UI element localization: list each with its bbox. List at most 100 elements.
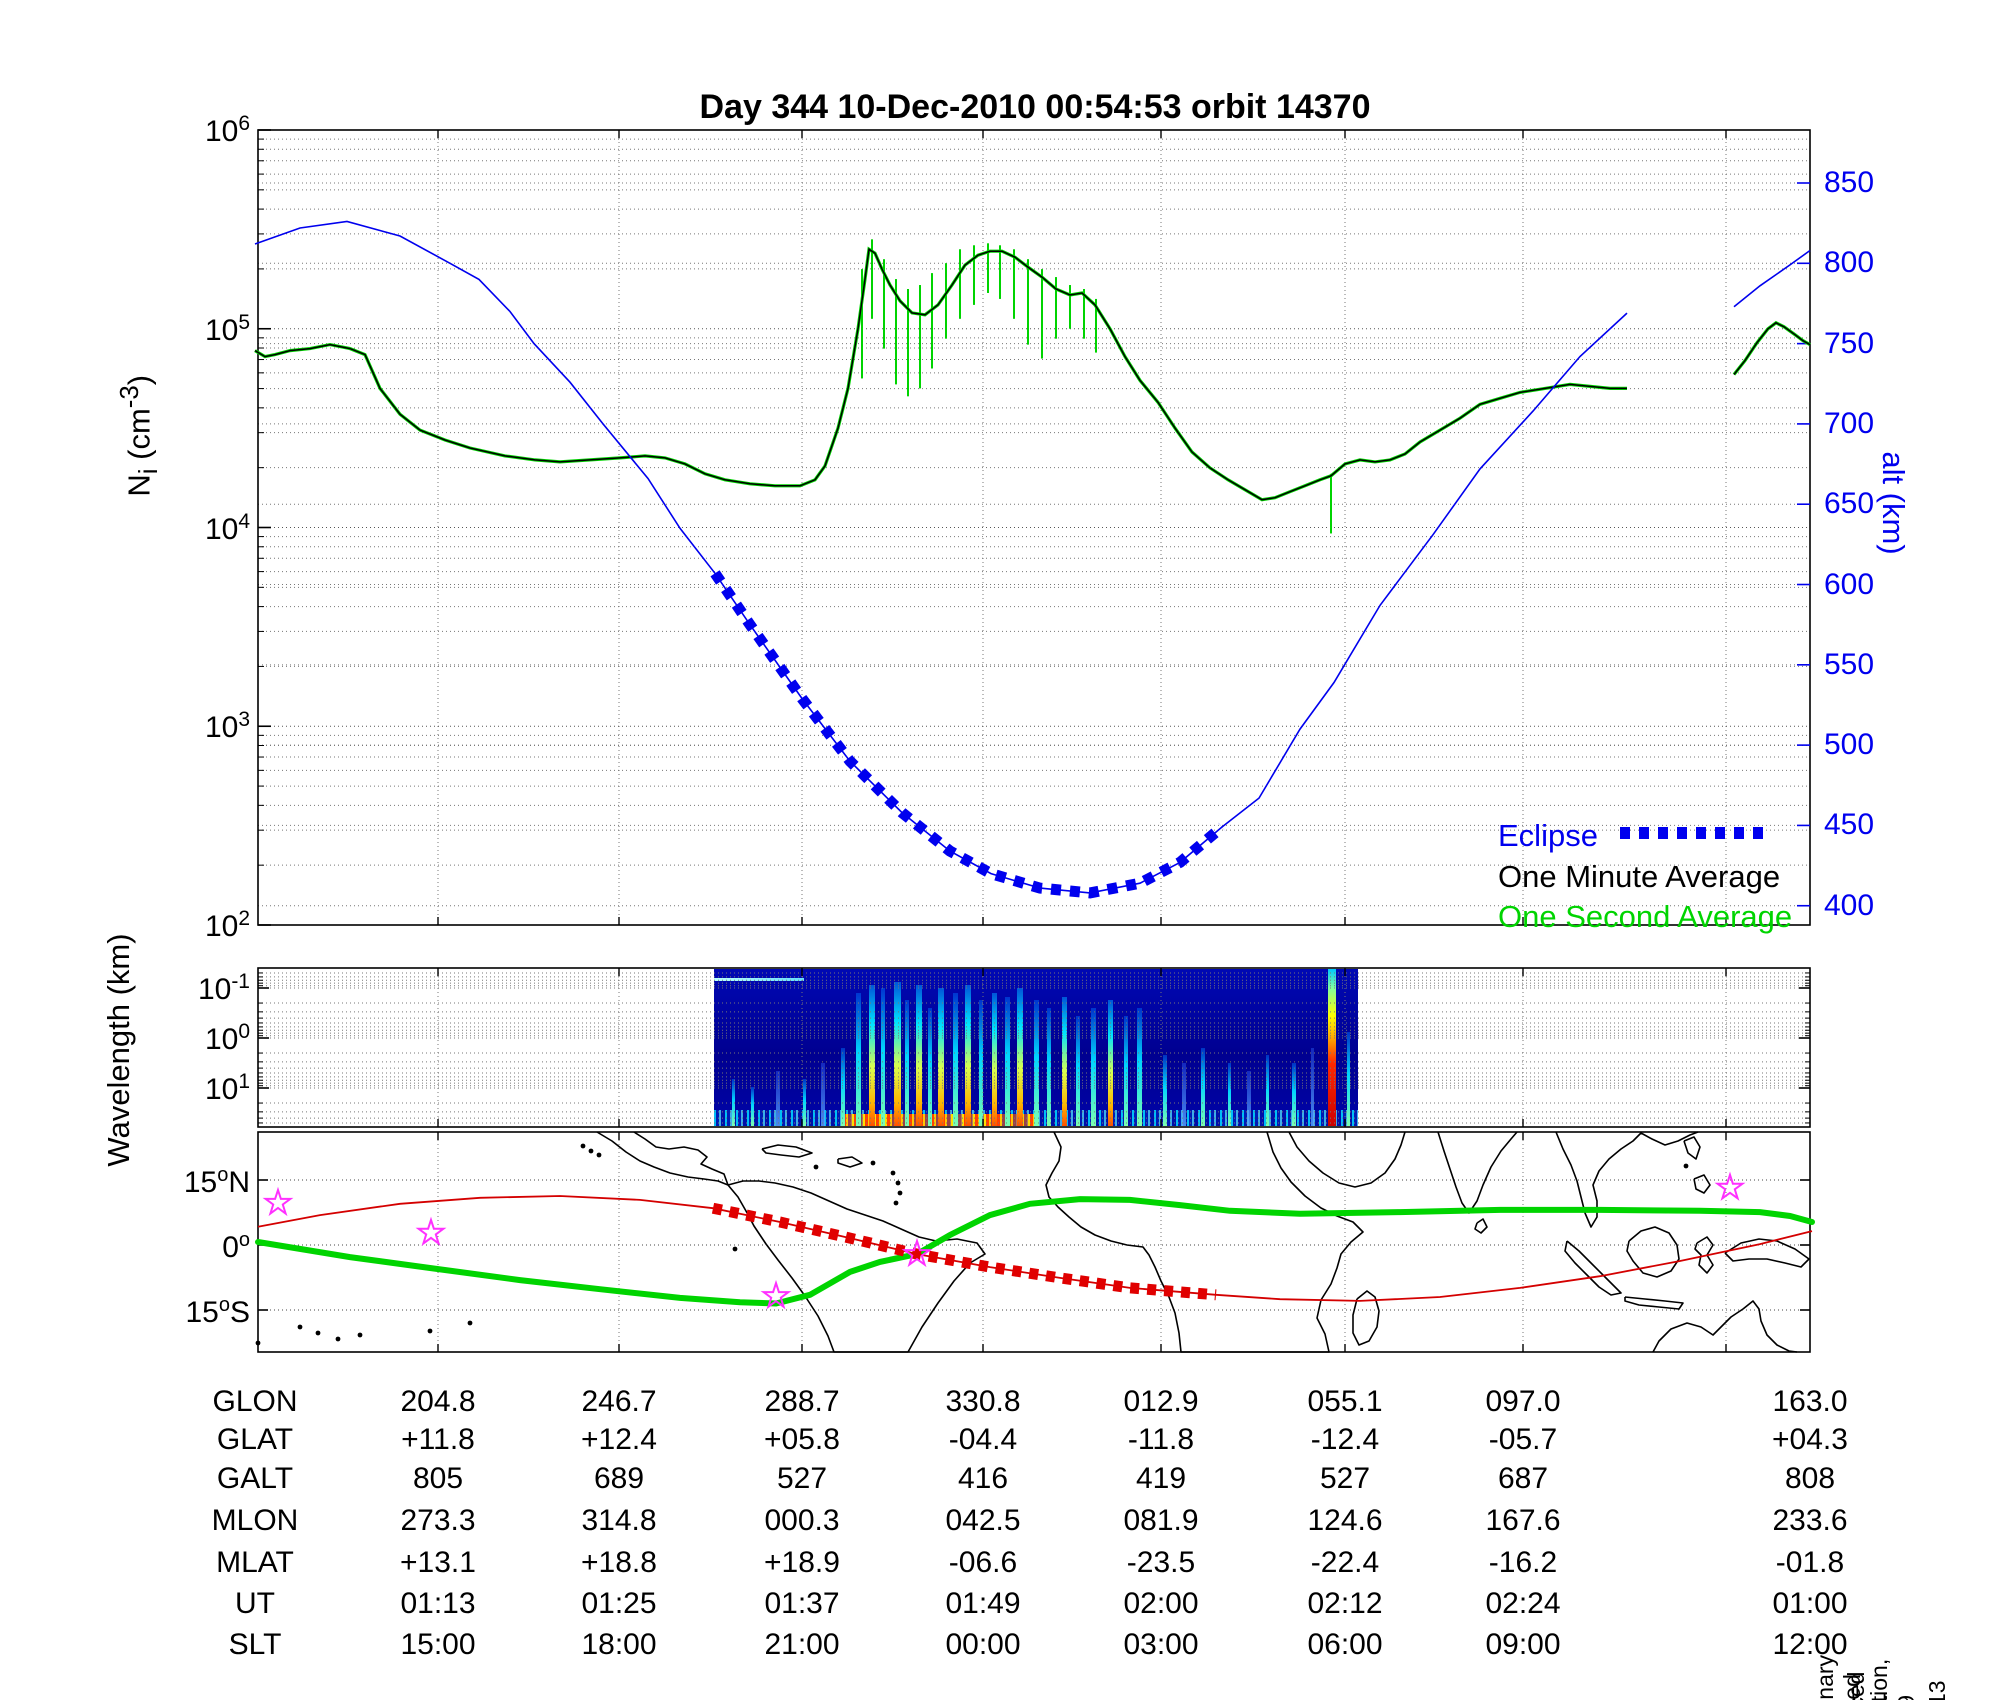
altitude-curve [254, 220, 1628, 894]
table-cell: +11.8 [401, 1423, 475, 1456]
coastline [596, 1131, 729, 1186]
one-minute-average-next-orbit [1733, 321, 1811, 375]
spectrogram-streak [840, 1047, 845, 1126]
island-dot [580, 1143, 586, 1149]
table-cell: -01.8 [1775, 1546, 1845, 1579]
spectrogram-streak [1091, 1008, 1097, 1126]
slt-marker-star [1714, 1171, 1746, 1201]
table-cell: +18.9 [764, 1546, 840, 1579]
slt-marker-star [901, 1237, 933, 1268]
coastline [1352, 1290, 1380, 1346]
table-cell: 012.9 [1123, 1385, 1199, 1418]
coastline [1724, 1238, 1810, 1268]
island-dot [297, 1324, 303, 1330]
table-cell: 527 [776, 1462, 828, 1495]
island-dot [596, 1152, 602, 1158]
table-cell: 805 [412, 1462, 464, 1495]
table-cell: 416 [957, 1462, 1009, 1495]
ni-label-base: N [121, 474, 157, 497]
table-row-label: SLT [228, 1628, 282, 1661]
map-lat-label-15n: 15oN [183, 1164, 250, 1199]
table-cell: -22.4 [1310, 1546, 1380, 1579]
table-cell: +18.8 [581, 1546, 657, 1579]
alt-tick-label: 450 [1824, 808, 1875, 842]
table-cell: 233.6 [1772, 1504, 1848, 1537]
alt-tick-label: 550 [1824, 647, 1875, 681]
table-cell: 419 [1135, 1462, 1187, 1495]
coastline [1555, 1131, 1699, 1228]
table-cell: 09:00 [1485, 1628, 1561, 1661]
table-cell: 18:00 [581, 1628, 657, 1661]
spectrogram-streak [1227, 1063, 1231, 1126]
table-cell: -23.5 [1126, 1546, 1196, 1579]
coastline [761, 1144, 813, 1158]
coastline [1626, 1226, 1680, 1278]
slt-marker-star [262, 1186, 294, 1217]
table-cell: 06:00 [1307, 1628, 1383, 1661]
spectrogram-streak [1182, 1063, 1187, 1126]
spectrogram-streak [1136, 1008, 1142, 1126]
island-dot [357, 1332, 363, 1338]
one-minute-average-curve [254, 247, 1627, 501]
produced-note: Produced 08-Jan-2011 00:40:13 [1843, 1672, 1951, 1700]
table-cell: 527 [1319, 1462, 1371, 1495]
spectrogram-streak [991, 992, 997, 1126]
slt-marker-star [415, 1216, 447, 1246]
coastline [837, 1156, 863, 1168]
island-dot [732, 1246, 738, 1252]
wavelength-tick-label: 100 [204, 1020, 250, 1056]
spectrogram-streak [894, 981, 902, 1126]
coastline [1564, 1240, 1622, 1296]
table-cell: +13.1 [400, 1546, 476, 1579]
spectrogram-streak [1107, 1000, 1113, 1126]
table-cell: 03:00 [1123, 1628, 1199, 1661]
map-lat-label-0: 0o [222, 1229, 250, 1264]
eclipse-dashes [710, 570, 1226, 899]
one-second-average-next-orbit [1732, 320, 1811, 376]
island-dot [315, 1330, 321, 1336]
table-cell: 000.3 [764, 1504, 840, 1537]
spectrogram-streak [731, 1078, 735, 1126]
spectrogram-streak [1075, 1016, 1080, 1126]
coastline [1045, 1131, 1364, 1353]
ni-axis-label: Ni (cm-3) [116, 356, 164, 516]
table-cell: 097.0 [1485, 1385, 1561, 1418]
ni-label-sub: i [134, 468, 163, 475]
island-dot [335, 1336, 341, 1342]
satellite-groundtrack [257, 1195, 1813, 1302]
table-cell: +05.8 [764, 1423, 840, 1456]
spectrogram-streak [1004, 997, 1010, 1126]
legend-one-second-average: One Second Average [1498, 899, 1793, 934]
table-cell: 124.6 [1307, 1504, 1383, 1537]
spectrogram-top-streak [714, 978, 805, 982]
table-cell: 808 [1784, 1462, 1836, 1495]
table-row-label: MLON [211, 1504, 299, 1537]
spectrogram-streak [1201, 1047, 1206, 1126]
table-cell: -16.2 [1488, 1546, 1558, 1579]
ni-label-sup: -3 [116, 385, 145, 409]
ni-tick-label: 106 [204, 112, 250, 148]
spectrogram-streak [915, 984, 922, 1126]
island-dot [588, 1148, 594, 1154]
spectrogram-streak [1062, 997, 1068, 1126]
groundtrack-eclipse-dashes [711, 1202, 1217, 1301]
table-row-label: MLAT [216, 1546, 294, 1579]
spectrogram-streak [802, 1078, 806, 1126]
table-cell: 273.3 [400, 1504, 476, 1537]
altitude-curve-next-orbit [1733, 249, 1811, 308]
spectrogram-streak [751, 1086, 755, 1126]
island-dot [1683, 1163, 1689, 1169]
spectrogram-streak [965, 984, 972, 1126]
island-dot [893, 1200, 899, 1206]
island-dot [813, 1164, 819, 1170]
ni-tick-label: 102 [204, 907, 250, 943]
spectrogram-streak [821, 1063, 826, 1126]
table-cell: +12.4 [581, 1423, 657, 1456]
island-dot [895, 1180, 901, 1186]
spectrogram-streak [856, 992, 862, 1126]
alt-tick-label: 500 [1824, 728, 1875, 762]
spectrogram-streak [1266, 1055, 1270, 1126]
island-dot [897, 1190, 903, 1196]
spectrogram-streak [868, 984, 875, 1126]
table-cell: 01:49 [945, 1587, 1021, 1620]
